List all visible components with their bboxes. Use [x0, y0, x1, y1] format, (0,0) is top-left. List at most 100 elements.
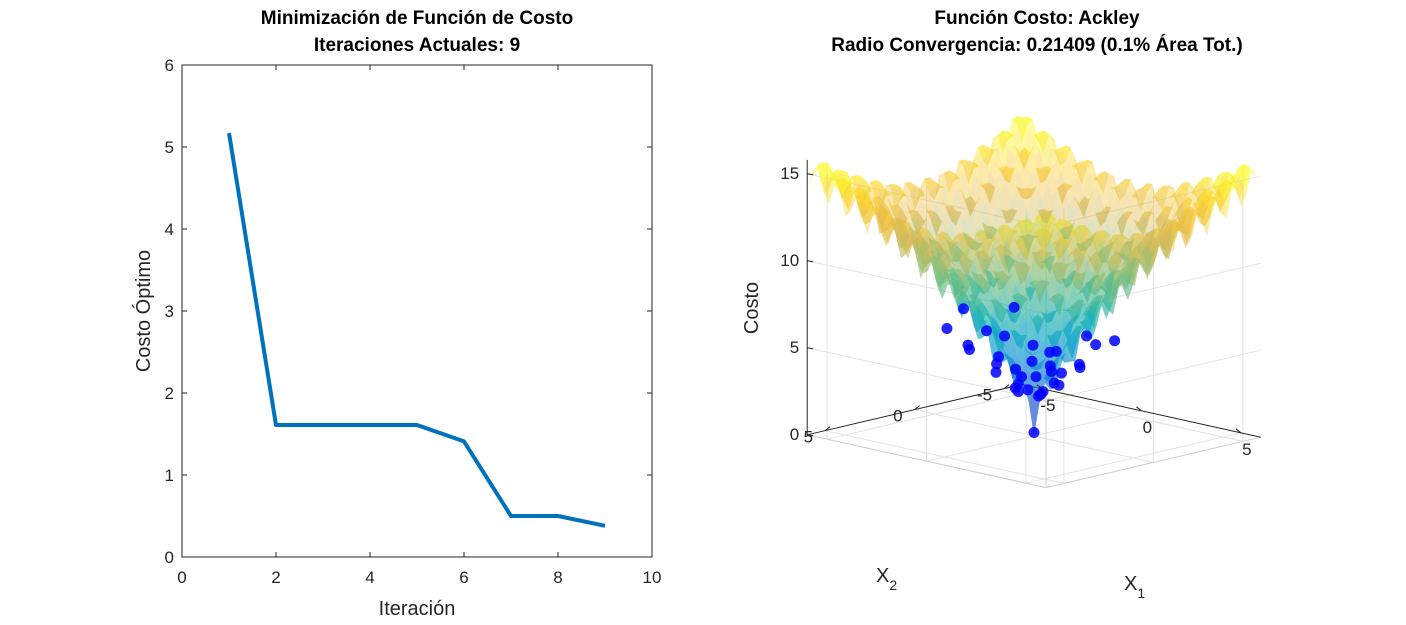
surface-cell	[921, 248, 932, 265]
surface-cell	[1015, 330, 1026, 344]
surface-cell	[1021, 188, 1032, 197]
surface-cell	[954, 269, 966, 278]
surface-cell	[1068, 183, 1079, 206]
surface-cell	[999, 260, 1010, 280]
surface-cell	[1046, 330, 1057, 344]
surface-cell	[1175, 184, 1186, 203]
surface-cell	[1095, 290, 1106, 308]
surface-cell	[1091, 250, 1102, 257]
surface-cell	[1088, 173, 1100, 203]
surface-cell	[963, 234, 974, 247]
surface-cell	[1039, 280, 1050, 289]
surface-cell	[1145, 228, 1157, 248]
surface-cell	[940, 251, 951, 279]
surface-cell	[1093, 274, 1104, 292]
surface-cell	[952, 213, 963, 242]
surface-cell	[935, 270, 946, 290]
surface-cell	[1107, 236, 1119, 249]
surface-cell	[1129, 236, 1140, 243]
surface-cell	[937, 266, 948, 300]
surface-cell	[928, 256, 939, 263]
particle-point	[1037, 386, 1049, 398]
surface-cell	[1053, 241, 1064, 261]
surface-cell	[1134, 236, 1146, 257]
surface-mesh	[807, 116, 1261, 436]
surface-cell	[911, 210, 923, 235]
surface-cell	[1028, 128, 1039, 140]
surface-cell	[1139, 242, 1151, 262]
surface-cell	[938, 256, 949, 271]
surface-cell	[876, 180, 887, 191]
surface-cell	[1053, 230, 1064, 261]
surface-cell	[1081, 239, 1092, 260]
surface-cell	[1155, 205, 1166, 222]
surface-cell	[821, 173, 833, 195]
surface-cell	[1125, 252, 1136, 281]
surface-cell	[1130, 246, 1141, 258]
surface-cell	[1122, 211, 1133, 220]
surface-cell	[962, 294, 973, 312]
surface-cell	[985, 232, 997, 245]
surface-cell	[1129, 261, 1140, 286]
surface-cell	[1074, 204, 1085, 226]
surface-cell	[1074, 294, 1085, 324]
surface-cell	[1067, 284, 1078, 323]
surface-cell	[973, 239, 984, 259]
surface-cell	[1150, 214, 1161, 228]
surface-cell	[939, 252, 950, 273]
surface-cell	[1069, 283, 1080, 324]
surface-cell	[1005, 165, 1016, 175]
surface-cell	[1158, 185, 1169, 211]
surface-cell	[1122, 275, 1133, 300]
surface-cell	[1063, 321, 1074, 342]
surface-cell	[912, 239, 923, 274]
surface-cell	[1170, 184, 1181, 212]
surface-cell	[852, 185, 864, 218]
surface-cell	[1104, 273, 1115, 299]
surface-cell	[1052, 330, 1063, 349]
surface-cell	[983, 230, 994, 260]
surface-cell	[870, 204, 881, 222]
surface-cell	[897, 236, 909, 259]
surface-cell	[974, 281, 986, 294]
surface-cell	[1035, 362, 1046, 374]
surface-cell	[1017, 220, 1028, 254]
surface-cell	[1044, 219, 1055, 244]
surface-cell	[900, 227, 911, 254]
surface-cell	[1012, 220, 1024, 237]
surface-cell	[964, 240, 975, 261]
surface-cell	[936, 274, 948, 300]
surface-cell	[1107, 279, 1118, 288]
surface-cell	[966, 294, 977, 333]
surface-cell	[1067, 246, 1078, 258]
surface-cell	[1003, 255, 1014, 274]
surface-cell	[1039, 130, 1050, 136]
surface-cell	[942, 231, 953, 242]
surface-cell	[1024, 224, 1035, 248]
surface-cell	[977, 229, 988, 251]
surface-cell	[1126, 252, 1137, 280]
surface-cell	[1169, 224, 1180, 233]
surface-cell	[981, 202, 992, 239]
surface-cell	[902, 234, 913, 259]
surface-cell	[984, 269, 995, 284]
surface-cell	[1016, 236, 1027, 256]
surface-cell	[1185, 210, 1197, 236]
surface-cell	[1111, 274, 1122, 306]
surface-cell	[1175, 221, 1186, 233]
surface-cell	[1109, 186, 1121, 190]
surface-cell	[1078, 192, 1089, 218]
surface-cell	[1137, 187, 1148, 215]
surface-cell	[875, 190, 886, 209]
surface-cell	[1029, 131, 1040, 157]
surface-cell	[982, 150, 994, 166]
surface-cell	[1070, 333, 1081, 362]
surface-cell	[1013, 144, 1025, 170]
particle-point	[1073, 358, 1085, 370]
surface-cell	[937, 231, 948, 253]
surface-cell	[973, 299, 985, 323]
surface-cell	[1004, 148, 1015, 184]
surface-cell	[1070, 230, 1081, 251]
surface-cell	[1067, 326, 1078, 359]
surface-cell	[1201, 176, 1212, 189]
